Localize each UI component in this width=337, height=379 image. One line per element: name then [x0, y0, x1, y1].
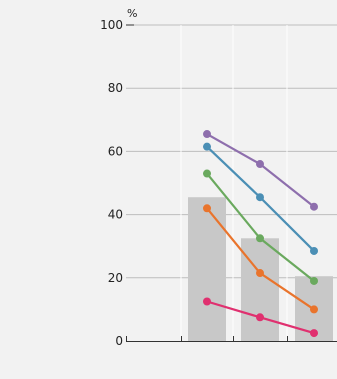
series-2-point-1 — [203, 169, 211, 178]
y-tick-label-4: 80 — [108, 81, 123, 95]
series-1-point-3 — [310, 246, 318, 255]
series-2-point-3 — [310, 276, 318, 285]
y-tick-label-1: 20 — [108, 271, 123, 285]
series-3-point-1 — [203, 204, 211, 213]
y-tick-label-0: 0 — [115, 334, 123, 348]
series-0-point-1 — [203, 130, 211, 139]
series-3-point-3 — [310, 305, 318, 314]
series-4-point-1 — [203, 297, 211, 306]
label-layer: % 0 20 40 60 80 100 — [100, 7, 137, 348]
bar-2 — [241, 238, 279, 341]
line-layer — [203, 130, 318, 338]
y-tick-label-5: 100 — [100, 18, 123, 32]
y-tick-label-2: 40 — [108, 208, 123, 222]
series-0-point-2 — [256, 160, 264, 169]
series-0-point-3 — [310, 202, 318, 211]
series-4-point-3 — [310, 329, 318, 338]
grid-layer — [126, 24, 337, 341]
bar-1 — [188, 197, 226, 341]
series-2-point-2 — [256, 234, 264, 243]
series-1-point-1 — [203, 142, 211, 151]
series-3-point-2 — [256, 269, 264, 278]
y-tick-label-3: 60 — [108, 144, 123, 158]
bar-layer — [188, 197, 333, 341]
series-4-point-2 — [256, 313, 264, 322]
axis-layer — [126, 24, 337, 342]
series-1-point-2 — [256, 193, 264, 202]
y-axis-unit-label: % — [127, 7, 137, 20]
